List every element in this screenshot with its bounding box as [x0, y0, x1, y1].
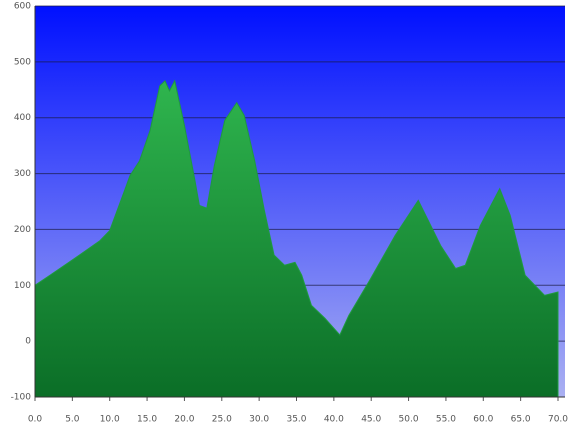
y-tick-label: 500: [14, 57, 31, 67]
x-tick-label: 50.0: [399, 415, 419, 425]
x-tick-label: 60.0: [473, 415, 493, 425]
x-tick-label: 35.0: [286, 415, 306, 425]
y-tick-label: 200: [14, 225, 31, 235]
y-tick-label: 600: [14, 2, 31, 12]
x-tick-label: 0.0: [28, 415, 43, 425]
x-tick-label: 20.0: [174, 415, 194, 425]
x-tick-label: 15.0: [137, 415, 157, 425]
y-tick-label: 100: [14, 281, 31, 291]
y-tick-label: -100: [11, 393, 32, 403]
x-tick-label: 55.0: [436, 415, 456, 425]
elevation-area: [34, 79, 559, 398]
y-tick-label: 400: [14, 113, 31, 123]
y-tick-label: 0: [25, 337, 31, 347]
x-tick-label: 45.0: [361, 415, 381, 425]
x-tick-label: 40.0: [324, 415, 344, 425]
x-tick-label: 70.0: [548, 415, 568, 425]
x-tick-label: 10.0: [100, 415, 120, 425]
y-tick-label: 300: [14, 169, 31, 179]
x-tick-label: 25.0: [212, 415, 232, 425]
x-tick-label: 30.0: [249, 415, 269, 425]
x-tick-label: 65.0: [511, 415, 531, 425]
x-tick-label: 5.0: [65, 415, 80, 425]
